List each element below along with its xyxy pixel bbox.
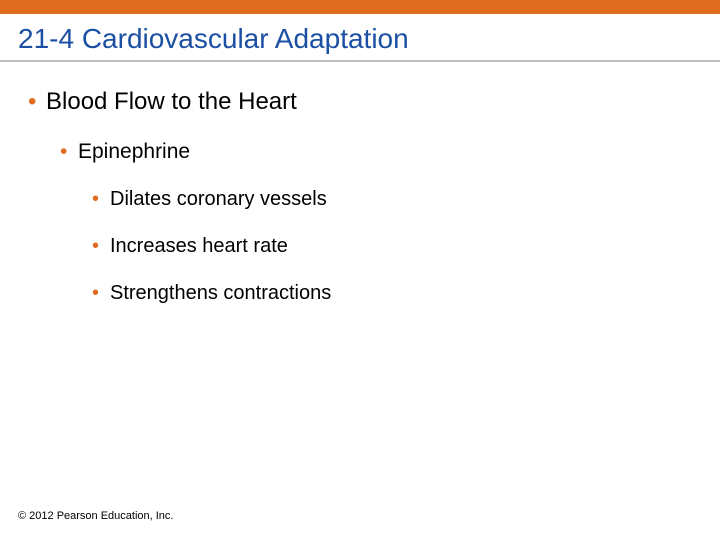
- bullet-icon: •: [92, 235, 110, 258]
- bullet-icon: •: [28, 88, 46, 116]
- bullet-level-3: • Strengthens contractions: [92, 282, 720, 305]
- bullet-text: Dilates coronary vessels: [110, 188, 327, 211]
- copyright-footer: © 2012 Pearson Education, Inc.: [18, 510, 173, 522]
- bullet-level-1: • Blood Flow to the Heart: [28, 88, 720, 116]
- bullet-level-2: • Epinephrine: [60, 140, 720, 164]
- bullet-level-3: • Dilates coronary vessels: [92, 188, 720, 211]
- bullet-icon: •: [60, 140, 78, 164]
- bullet-level-3: • Increases heart rate: [92, 235, 720, 258]
- bullet-text: Strengthens contractions: [110, 282, 331, 305]
- slide-body: • Blood Flow to the Heart • Epinephrine …: [0, 62, 720, 305]
- slide-title: 21-4 Cardiovascular Adaptation: [0, 14, 720, 60]
- bullet-text: Increases heart rate: [110, 235, 288, 258]
- accent-top-bar: [0, 0, 720, 14]
- bullet-icon: •: [92, 188, 110, 211]
- bullet-text: Blood Flow to the Heart: [46, 88, 297, 116]
- bullet-icon: •: [92, 282, 110, 305]
- bullet-text: Epinephrine: [78, 140, 190, 164]
